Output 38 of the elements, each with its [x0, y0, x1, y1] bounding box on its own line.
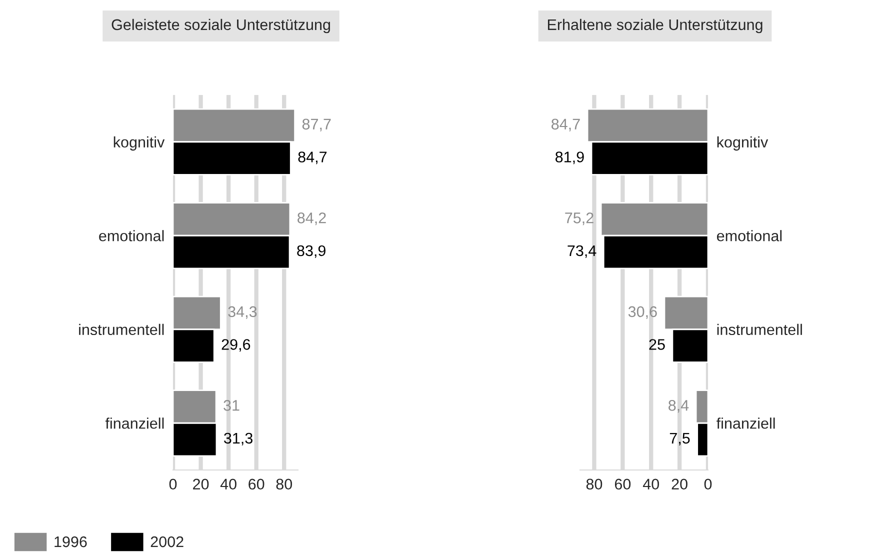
data-label: 75,2 [565, 212, 594, 226]
data-label: 34,3 [228, 306, 257, 319]
x-tick-label: 60 [248, 478, 264, 490]
x-tick-label: 60 [614, 478, 631, 490]
x-tick-label: 20 [672, 478, 688, 490]
x-tick-label: 40 [220, 478, 236, 490]
data-label: 84,7 [298, 152, 327, 164]
data-label: 87,7 [302, 118, 331, 132]
data-label: 31 [224, 400, 240, 411]
y-tick-label: finanziell [105, 418, 164, 429]
x-tick-label: 40 [642, 478, 660, 490]
chart-title: Erhaltene soziale Unterstützung [548, 18, 762, 34]
x-tick-label: 80 [586, 478, 602, 490]
y-tick-label: instrumentell [79, 324, 164, 336]
y-tick-label: finanziell [716, 418, 775, 429]
y-tick-label: instrumentell [717, 324, 802, 336]
y-tick-label: kognitiv [114, 136, 165, 151]
data-label: 8,4 [668, 400, 689, 413]
legend-label: 1996 [54, 536, 87, 548]
data-label: 29,6 [222, 339, 250, 352]
x-tick-label: 80 [276, 478, 292, 490]
data-label: 84,7 [552, 118, 580, 132]
y-tick-label: emotional [716, 230, 782, 242]
data-label: 84,2 [298, 212, 326, 226]
data-label: 83,9 [297, 245, 326, 258]
legend-label: 2002 [150, 536, 184, 548]
data-label: 30,6 [628, 306, 657, 319]
x-tick-label: 0 [704, 478, 712, 490]
y-tick-label: kognitiv [717, 136, 768, 151]
y-tick-label: emotional [99, 230, 164, 242]
data-label: 25 [649, 339, 665, 350]
data-label: 7,5 [670, 432, 690, 446]
data-label: 81,9 [556, 152, 584, 164]
chart-title: Geleistete soziale Unterstützung [112, 18, 330, 34]
x-tick-label: 20 [193, 478, 209, 490]
data-label: 31,3 [224, 432, 252, 446]
x-tick-label: 0 [169, 478, 177, 490]
data-label: 73,4 [568, 245, 596, 258]
